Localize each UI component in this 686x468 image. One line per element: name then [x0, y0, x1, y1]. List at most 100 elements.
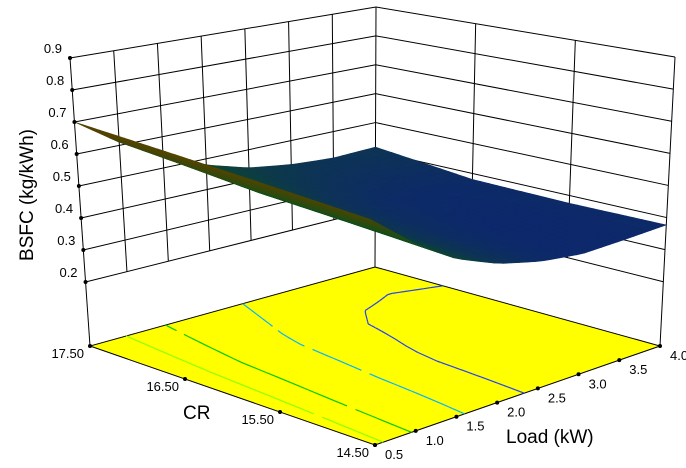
contour-segment: [432, 358, 438, 362]
wall-gridline-horizontal: [375, 93, 671, 154]
z-tick-label: 0.3: [57, 233, 75, 248]
contour-segment: [370, 305, 373, 308]
contour-segment: [289, 338, 293, 341]
contour-segment: [256, 390, 262, 394]
contour-segment: [439, 402, 445, 406]
contour-segment: [144, 343, 147, 346]
contour-segment: [253, 366, 259, 370]
contour-segment: [280, 332, 282, 334]
contour-segment: [348, 364, 354, 368]
z-tick-mark: [68, 56, 72, 60]
contour-segment: [235, 381, 241, 385]
contour-segment: [387, 292, 393, 296]
contour-segment: [165, 324, 170, 328]
contour-segment: [330, 420, 336, 424]
contour-segment: [352, 429, 358, 433]
contour-segment: [192, 363, 198, 367]
contour-segment: [450, 365, 455, 369]
contour-segment: [385, 421, 391, 425]
contour-segment: [249, 365, 254, 368]
contour-segment: [338, 401, 343, 405]
contour-segment: [291, 339, 294, 342]
cr-tick-mark: [278, 410, 282, 414]
contour-segment: [391, 336, 396, 340]
contour-segment: [463, 370, 469, 373]
contour-segment: [506, 386, 512, 389]
z-tick-mark: [83, 280, 88, 284]
contour-segment: [342, 403, 348, 407]
contour-segment: [411, 390, 416, 394]
contour-segment: [368, 414, 373, 418]
contour-segment: [398, 426, 404, 430]
contour-segment: [390, 381, 395, 385]
contour-segment: [394, 424, 398, 428]
contour-segment: [467, 371, 473, 375]
contour-segment: [248, 386, 254, 390]
z-tick-mark: [70, 88, 75, 92]
contour-segment: [397, 340, 402, 344]
contour-segment: [340, 361, 346, 364]
contour-segment: [417, 351, 422, 355]
load-tick-mark: [617, 358, 622, 363]
contour-segment: [172, 328, 177, 332]
contour-segment: [326, 418, 332, 422]
contour-segment: [402, 386, 408, 390]
contour-segment: [365, 434, 369, 437]
contour-segment: [274, 375, 280, 379]
contour-segment: [295, 384, 301, 388]
contour-segment: [253, 311, 257, 315]
contour-segment: [245, 305, 249, 309]
wall-gridline-vertical: [113, 50, 128, 272]
contour-segment: [226, 378, 232, 381]
contour-segment: [168, 326, 174, 330]
contour-segment: [266, 321, 270, 325]
contour-segment: [496, 382, 499, 384]
contour-segment: [384, 332, 388, 335]
contour-segment: [296, 341, 301, 345]
contour-segment: [311, 390, 314, 393]
cr-tick-label: 15.50: [241, 412, 274, 427]
contour-segment: [456, 409, 461, 413]
contour-segment: [125, 335, 131, 339]
z-tick-label: 0.6: [51, 137, 69, 152]
contour-segment: [178, 357, 181, 360]
contour-segment: [278, 377, 284, 381]
contour-segment: [183, 333, 188, 337]
contour-segment: [154, 347, 160, 351]
contour-segment: [436, 360, 442, 364]
wall-gridline-horizontal: [375, 122, 669, 186]
contour-segment: [375, 327, 379, 330]
z-tick-label: 0.7: [48, 105, 66, 120]
contour-segment: [329, 398, 335, 402]
contour-segment: [403, 344, 406, 347]
cr-tick-mark: [183, 377, 187, 381]
contour-segment: [244, 363, 250, 367]
contour-segment: [515, 389, 521, 393]
contour-segment: [300, 407, 306, 411]
contour-segment: [429, 357, 434, 360]
contour-segment: [308, 389, 312, 392]
load-tick-label: 2.5: [548, 390, 566, 405]
contour-segment: [163, 351, 168, 355]
contour-segment: [427, 397, 433, 401]
contour-segment: [344, 362, 350, 366]
contour-segment: [423, 287, 431, 290]
contour-segment: [381, 419, 386, 423]
contour-segment: [476, 374, 482, 378]
contour-segment: [373, 302, 378, 306]
contour-floor: [88, 266, 662, 446]
contour-segment: [328, 355, 334, 359]
contour-segment: [373, 374, 378, 378]
contour-segment: [407, 429, 412, 433]
contour-segment: [425, 355, 430, 359]
contour-segment: [411, 289, 418, 292]
contour-segment: [274, 397, 280, 401]
contour-segment: [519, 390, 525, 394]
contour-segment: [150, 346, 156, 350]
contour-segment: [287, 380, 293, 384]
contour-segment: [196, 365, 202, 369]
contour-segment: [142, 342, 146, 345]
contour-segment: [385, 380, 391, 383]
